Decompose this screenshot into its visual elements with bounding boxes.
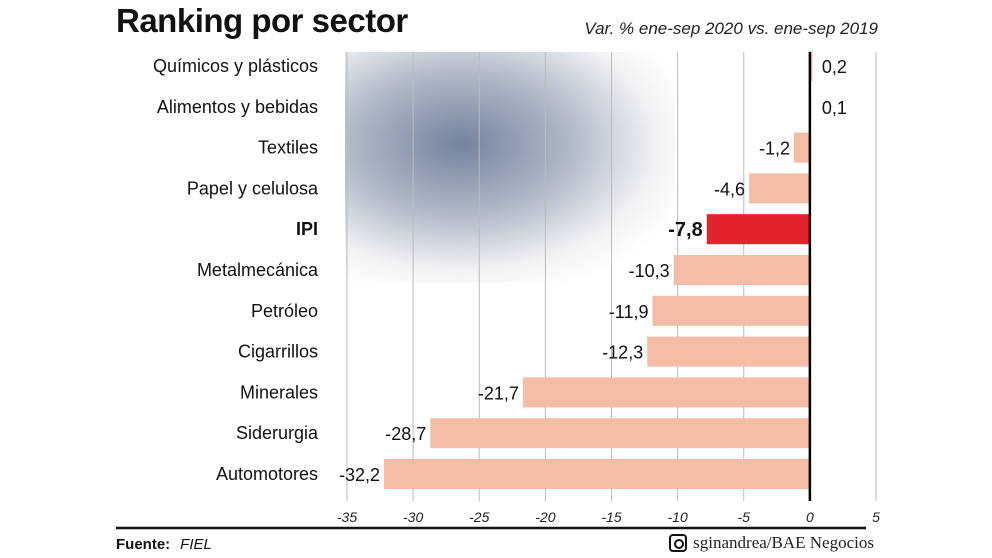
data-label: -4,6	[714, 179, 745, 199]
category-label: Cigarrillos	[238, 342, 318, 362]
bar	[673, 255, 810, 285]
bar	[794, 132, 810, 163]
category-label: Papel y celulosa	[187, 178, 319, 198]
category-label: Textiles	[258, 138, 318, 158]
x-tick-label: -30	[403, 509, 423, 525]
data-label: -32,2	[339, 465, 380, 485]
background-photo-factory	[345, 52, 675, 282]
category-label: IPI	[296, 219, 318, 239]
data-label: -12,3	[602, 343, 643, 363]
category-label: Petróleo	[251, 301, 318, 321]
data-label: 0,2	[822, 57, 847, 77]
data-label: -28,7	[385, 424, 426, 444]
category-label: Minerales	[240, 382, 318, 402]
category-label: Alimentos y bebidas	[157, 97, 318, 117]
data-label: -1,2	[759, 139, 790, 159]
data-label: -7,8	[668, 219, 702, 241]
category-label: Químicos y plásticos	[153, 56, 318, 76]
source-value: FIEL	[180, 536, 212, 553]
instagram-icon	[669, 534, 688, 552]
bar	[652, 295, 810, 326]
credit-text: sginandrea/BAE Negocios	[693, 533, 874, 552]
category-label: Automotores	[216, 464, 318, 484]
bar	[384, 459, 810, 489]
data-label: -11,9	[609, 302, 649, 322]
bar	[430, 418, 810, 449]
source-label: Fuente:	[116, 536, 171, 553]
x-tick-label: -20	[535, 509, 555, 525]
data-label: -21,7	[478, 383, 519, 403]
chart-title: Ranking por sector	[116, 2, 408, 39]
bar	[706, 214, 810, 245]
data-label: 0,1	[822, 98, 847, 118]
category-label: Siderurgia	[236, 423, 319, 443]
x-tick-label: -35	[337, 509, 357, 525]
category-label: Metalmecánica	[197, 260, 319, 280]
bar	[647, 336, 810, 367]
x-tick-label: -25	[469, 509, 489, 525]
x-tick-label: -10	[668, 509, 688, 525]
data-label: -10,3	[629, 261, 670, 281]
x-tick-label: 0	[806, 509, 814, 525]
x-tick-label: -15	[601, 509, 621, 525]
bar	[809, 51, 813, 81]
bar	[522, 377, 810, 408]
credit: sginandrea/BAE Negocios	[669, 533, 874, 553]
bar	[749, 173, 810, 204]
x-tick-label: 5	[872, 509, 880, 525]
chart-subtitle: Var. % ene-sep 2020 vs. ene-sep 2019	[584, 19, 878, 38]
source: Fuente: FIEL	[116, 536, 212, 553]
x-tick-label: -5	[738, 509, 751, 525]
